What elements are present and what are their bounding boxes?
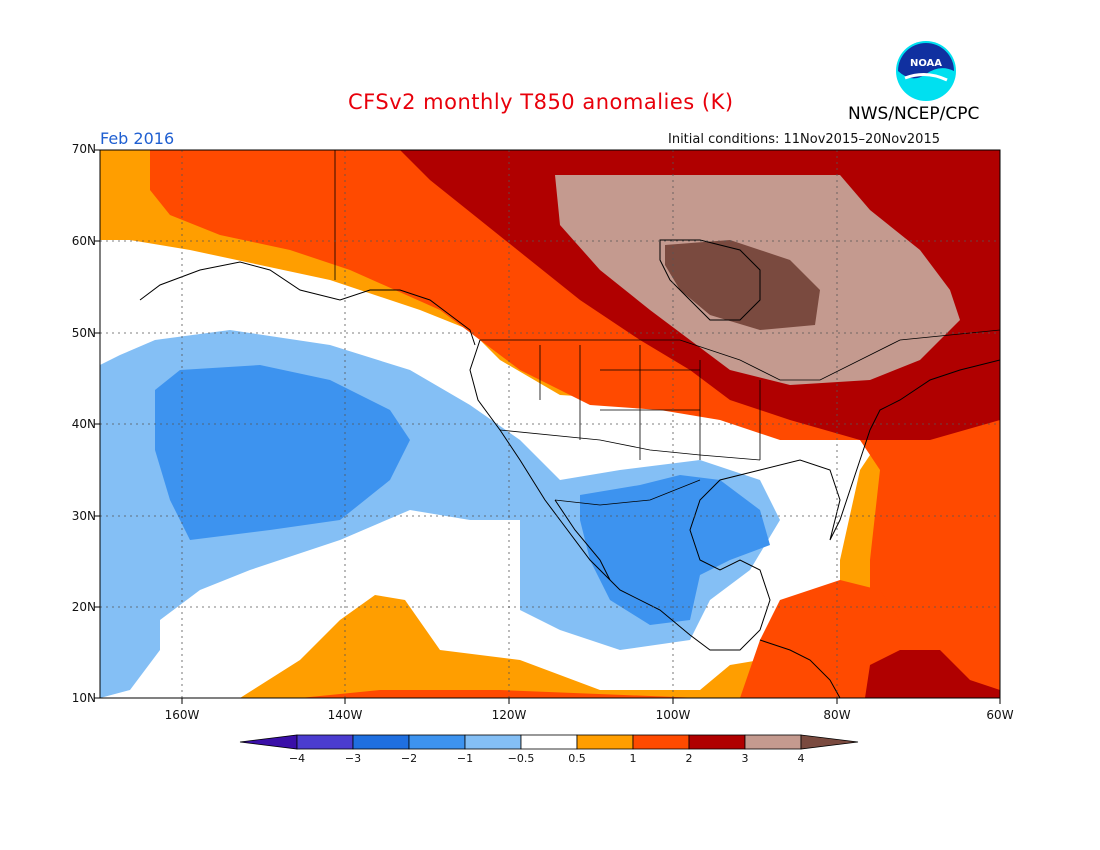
lon-label-120w: 120W	[491, 708, 527, 722]
colorbar	[239, 734, 859, 750]
colorbar-swatch-1-2	[632, 734, 690, 750]
lat-label-10n: 10N	[71, 691, 96, 705]
colorbar-swatch-lt-4	[239, 734, 298, 750]
colorbar-swatch-05-1	[576, 734, 634, 750]
coastlines	[139, 239, 1000, 698]
colorbar-swatch-1-05	[464, 734, 522, 750]
colorbar-label: 3	[741, 752, 749, 765]
lon-label-160w: 160W	[164, 708, 200, 722]
agency-label: NWS/NCEP/CPC	[848, 104, 980, 124]
colorbar-swatch-2-1	[408, 734, 466, 750]
lat-label-20n: 20N	[71, 600, 96, 614]
colorbar-label: 0.5	[568, 752, 586, 765]
borders	[334, 150, 1000, 506]
lat-label-40n: 40N	[71, 417, 96, 431]
colorbar-label: 4	[797, 752, 805, 765]
darkred-anomaly-caribbean	[865, 650, 1000, 698]
graticule	[100, 150, 1000, 698]
noaa-logo-icon: NOAA	[896, 41, 956, 101]
colorbar-swatch-2-3	[688, 734, 746, 750]
colorbar-label: −3	[344, 752, 362, 765]
map-title: CFSv2 monthly T850 anomalies (K)	[348, 90, 734, 114]
red-anomaly-south	[300, 690, 700, 698]
colorbar-swatch-4-3	[296, 734, 354, 750]
colorbar-label: −2	[400, 752, 418, 765]
colorbar-swatch-gt-4	[800, 734, 859, 750]
colorbar-label: −4	[288, 752, 306, 765]
axis-ticks	[94, 149, 1001, 704]
blue-anomaly-mexico	[580, 475, 770, 625]
lon-label-100w: 100W	[655, 708, 691, 722]
colorbar-swatch-neutral	[520, 734, 578, 750]
colorbar-label: −0.5	[507, 752, 535, 765]
colorbar-label: 2	[685, 752, 693, 765]
lat-label-30n: 30N	[71, 509, 96, 523]
brown-anomaly	[665, 240, 820, 330]
colorbar-label: −1	[456, 752, 474, 765]
lon-label-140w: 140W	[327, 708, 363, 722]
lat-label-70n: 70N	[71, 142, 96, 156]
lon-label-60w: 60W	[986, 708, 1014, 722]
colorbar-swatch-3-4	[744, 734, 802, 750]
lat-label-60n: 60N	[71, 234, 96, 248]
colorbar-swatch-3-2	[352, 734, 410, 750]
lat-label-50n: 50N	[71, 326, 96, 340]
colorbar-label: 1	[629, 752, 637, 765]
lon-label-80w: 80W	[823, 708, 851, 722]
blue-anomaly	[155, 365, 410, 540]
noaa-logo-text: NOAA	[910, 58, 942, 69]
initial-conditions-label: Initial conditions: 11Nov2015–20Nov2015	[668, 132, 940, 147]
valid-month-label: Feb 2016	[100, 129, 175, 148]
orange-anomaly-south	[240, 595, 760, 698]
